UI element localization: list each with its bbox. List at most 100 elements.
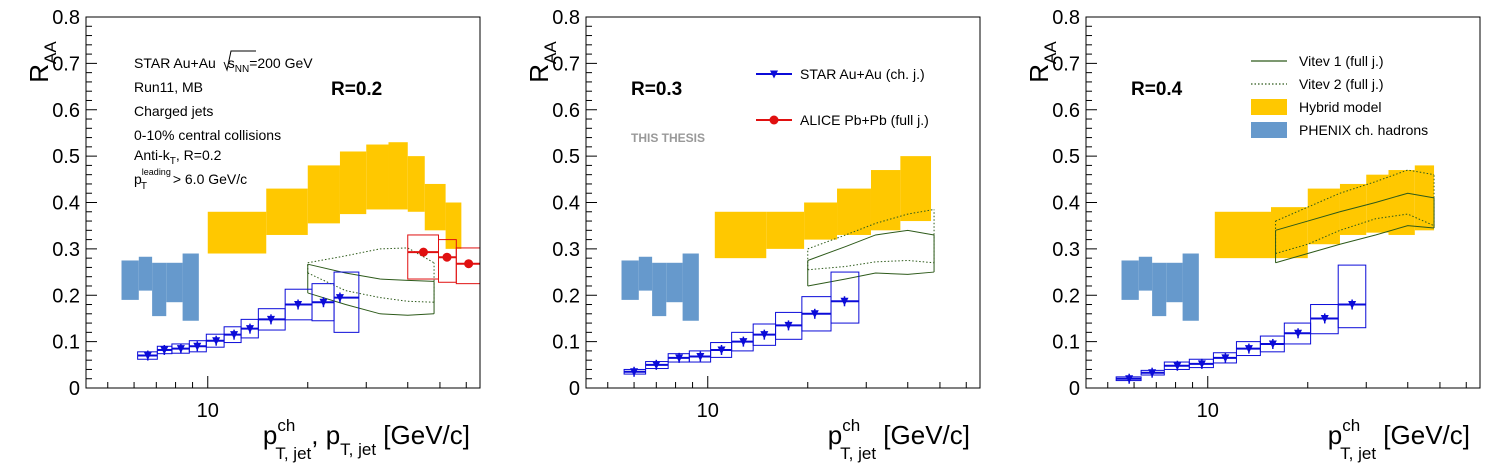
vitev1-band-lower	[807, 271, 935, 287]
star-point	[212, 337, 221, 346]
star-point	[717, 346, 726, 355]
star-point	[696, 352, 705, 361]
y-tick-label: 0.8	[52, 7, 80, 29]
y-tick-label: 0.2	[1052, 285, 1080, 307]
y-tick-label: 0.5	[552, 146, 580, 168]
x-tick-label: 10	[1197, 400, 1219, 422]
y-tick-label: 0.3	[52, 239, 80, 261]
star-point	[840, 297, 849, 306]
hybrid-model-box	[714, 211, 767, 259]
star-sys-box	[1337, 264, 1367, 329]
y-tick-label: 0.1	[1052, 332, 1080, 354]
phenix-box	[121, 260, 139, 300]
vitev2-band-upper	[307, 247, 435, 264]
y-tick-label: 0.4	[552, 193, 580, 215]
star-point	[1268, 340, 1277, 349]
hybrid-model-box	[424, 183, 446, 231]
y-tick-label: 0.7	[552, 53, 580, 75]
y-tick-label: 0.7	[1052, 53, 1080, 75]
legend-label: PHENIX ch. hadrons	[1299, 122, 1428, 138]
star-point	[1244, 345, 1253, 354]
y-tick-label: 0.1	[552, 332, 580, 354]
alice-point	[418, 247, 428, 257]
y-axis-title: RAA	[1024, 41, 1060, 83]
x-axis-title: pch T, jet [GeV/c]	[1328, 416, 1470, 463]
y-tick-label: 0.4	[52, 193, 80, 215]
star-point	[1173, 362, 1182, 371]
star-point	[193, 342, 202, 351]
star-point	[1197, 360, 1206, 369]
hybrid-model-box	[339, 151, 367, 215]
radius-label: R=0.3	[631, 79, 682, 100]
panel-r02: 0 0.1 0.2 0.3 0.4 0.5 0.6 0.7 0.8 10 pch T, jet, pT…	[24, 7, 481, 463]
hybrid-model-box	[445, 202, 462, 249]
legend-label: Vitev 1 (full j.)	[1299, 53, 1384, 69]
hybrid-model-box	[266, 188, 308, 235]
star-point	[1294, 329, 1303, 338]
phenix-box	[666, 262, 683, 303]
y-tick-label: 0.1	[52, 332, 80, 354]
phenix-box	[1138, 256, 1153, 291]
watermark: THIS THESIS	[631, 131, 705, 145]
legend-label: ALICE Pb+Pb (full j.)	[800, 112, 929, 128]
phenix-box	[182, 253, 199, 321]
star-point	[143, 352, 152, 361]
phenix-box	[1166, 262, 1183, 303]
star-point	[335, 294, 344, 303]
vitev1-band-upper	[807, 229, 935, 261]
vitev2-band-lower	[807, 259, 935, 271]
star-point	[630, 368, 639, 377]
x-axis-title: pch T, jet, pT, jet [GeV/c]	[263, 416, 470, 463]
hybrid-model-box	[307, 165, 340, 224]
phenix-box	[652, 262, 667, 317]
star-point	[1125, 375, 1134, 384]
info-line-1: STAR Au+Au sNN=200 GeV	[134, 55, 313, 75]
star-point	[294, 301, 303, 310]
y-tick-label: 0.2	[52, 285, 80, 307]
phenix-box	[1182, 253, 1199, 321]
hybrid-model-box	[207, 211, 267, 254]
y-axis-title: RAA	[524, 41, 560, 83]
star-point	[739, 338, 748, 347]
info-line-2: Run11, MB	[134, 79, 203, 95]
y-tick-label: 0.6	[1052, 100, 1080, 122]
star-point	[1148, 369, 1157, 378]
phenix-box	[138, 256, 153, 291]
info-line-5: Anti-kT, R=0.2	[134, 147, 222, 167]
hybrid-model-box	[900, 156, 932, 222]
y-tick-label: 0.8	[552, 7, 580, 29]
legend-marker-alice	[769, 115, 779, 125]
y-axis-title: RAA	[24, 41, 60, 83]
vitev1-band-upper	[307, 263, 435, 282]
star-point	[1320, 314, 1329, 323]
phenix-box	[682, 253, 699, 321]
hybrid-model-box	[1339, 183, 1367, 235]
vitev2-band-upper	[1275, 169, 1435, 222]
y-tick-label: 0.8	[1052, 7, 1080, 29]
hybrid-model-box	[766, 211, 805, 249]
y-tick-label: 0.7	[52, 53, 80, 75]
vitev1-band-lower	[307, 292, 435, 316]
vitev1-band-upper	[1275, 192, 1435, 231]
legend-box-phenix	[1251, 122, 1287, 138]
y-tick-label: 0.6	[52, 100, 80, 122]
info-line-4: 0-10% central collisions	[134, 127, 281, 143]
sqrt-sign	[223, 50, 256, 72]
hybrid-model-box	[388, 142, 408, 210]
info-line-3: Charged jets	[134, 103, 213, 119]
phenix-box	[1152, 262, 1167, 317]
star-point	[1221, 354, 1230, 363]
legend-label: Hybrid model	[1299, 99, 1381, 115]
legend-label: STAR Au+Au (ch. j.)	[800, 66, 925, 82]
y-tick-label: 0	[1069, 378, 1080, 400]
y-tick-label: 0.2	[552, 285, 580, 307]
hybrid-model-box	[366, 144, 389, 210]
x-axis-title: pch T, jet [GeV/c]	[828, 416, 970, 463]
star-point	[810, 310, 819, 319]
star-point	[176, 345, 185, 354]
y-tick-label: 0.4	[1052, 193, 1080, 215]
hybrid-model-box	[804, 202, 838, 240]
radius-label: R=0.2	[331, 79, 382, 100]
phenix-box	[621, 260, 639, 300]
